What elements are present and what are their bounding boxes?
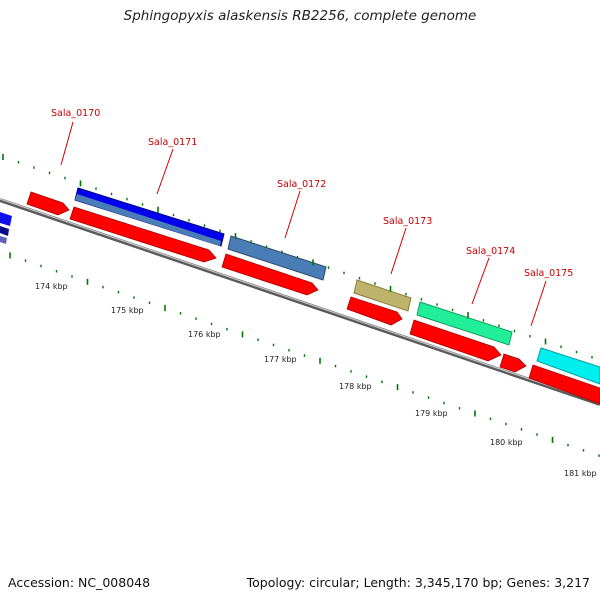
cog-feature-sala-0172[interactable] [227, 235, 327, 281]
cog-feature-sala-0173[interactable] [353, 279, 412, 312]
label-line-sala-0173 [390, 227, 407, 275]
gene-label-sala-0172: Sala_0172 [277, 179, 326, 190]
ruler-label-176: 176 kbp [188, 330, 221, 339]
cds-sala-0173[interactable] [346, 296, 403, 326]
cds-sala-0170[interactable] [26, 191, 70, 216]
cds-sala-0175-b[interactable] [528, 364, 600, 405]
label-line-sala-0175 [530, 280, 547, 327]
genome-backbone-highlight [0, 198, 600, 404]
cds-sala-0172[interactable] [221, 253, 319, 296]
ruler-label-179: 179 kbp [415, 409, 448, 418]
cds-sala-0175-a[interactable] [499, 353, 527, 373]
topology-text: Topology: circular; Length: 3,345,170 bp… [246, 575, 590, 590]
cog-feature-sala-0174[interactable] [416, 301, 513, 346]
label-line-sala-0172 [284, 190, 301, 239]
ruler-label-178: 178 kbp [339, 382, 372, 391]
ruler-label-177: 177 kbp [264, 355, 297, 364]
cog-feature-sala-0171-b[interactable] [75, 194, 221, 246]
gene-label-sala-0174: Sala_0174 [466, 246, 515, 257]
label-line-sala-0174 [471, 257, 490, 305]
ruler-label-175: 175 kbp [111, 306, 144, 315]
ruler-label-181: 181 kbp [564, 469, 597, 478]
cog-feature-sala-0175[interactable] [536, 347, 600, 385]
ruler-ticks [2, 154, 600, 457]
genome-backbone [0, 198, 600, 406]
ruler-label-174: 174 kbp [35, 282, 68, 291]
gene-label-sala-0170: Sala_0170 [51, 108, 100, 119]
accession-text: Accession: NC_008048 [8, 575, 151, 590]
gene-label-sala-0171: Sala_0171 [148, 137, 197, 148]
partial-feature-blue[interactable] [0, 212, 12, 226]
gene-label-sala-0175: Sala_0175 [524, 268, 573, 279]
cds-sala-0174[interactable] [409, 319, 502, 362]
gene-label-sala-0173: Sala_0173 [383, 216, 432, 227]
ruler-label-180: 180 kbp [490, 438, 523, 447]
partial-feature-navy[interactable] [0, 226, 9, 236]
label-line-sala-0170 [60, 121, 74, 166]
cds-sala-0171[interactable] [69, 206, 217, 263]
label-line-sala-0171 [156, 148, 174, 195]
map-title: Sphingopyxis alaskensis RB2256, complete… [123, 8, 477, 24]
partial-feature-purple[interactable] [0, 236, 7, 244]
